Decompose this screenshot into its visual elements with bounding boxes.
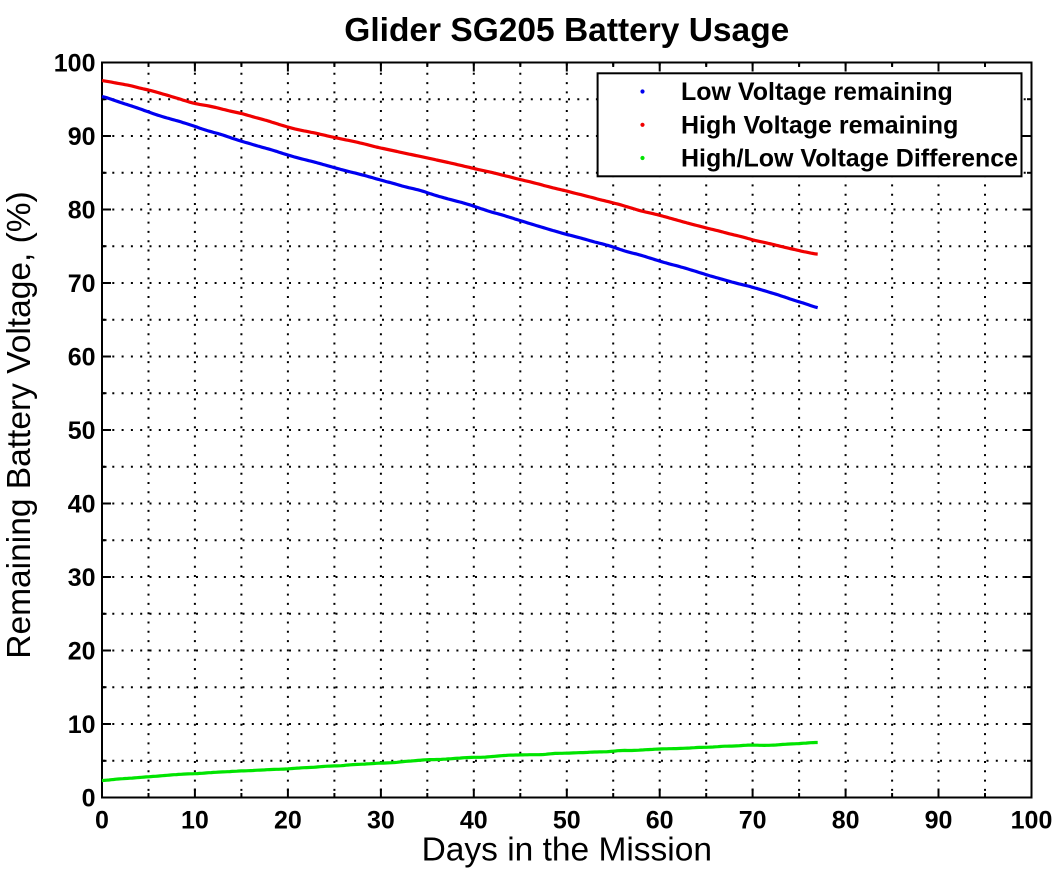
svg-text:20: 20 <box>274 807 302 835</box>
svg-text:60: 60 <box>68 344 96 372</box>
svg-text:Days in the Mission: Days in the Mission <box>422 832 712 869</box>
svg-text:10: 10 <box>181 807 209 835</box>
svg-text:High Voltage remaining: High Voltage remaining <box>681 111 958 139</box>
svg-text:30: 30 <box>367 807 395 835</box>
svg-text:40: 40 <box>460 807 488 835</box>
svg-text:50: 50 <box>68 417 96 445</box>
svg-text:60: 60 <box>646 807 674 835</box>
svg-text:100: 100 <box>54 50 96 78</box>
svg-text:0: 0 <box>82 785 96 813</box>
svg-text:90: 90 <box>925 807 953 835</box>
svg-text:10: 10 <box>68 711 96 739</box>
svg-text:0: 0 <box>95 807 109 835</box>
svg-text:High/Low Voltage Difference: High/Low Voltage Difference <box>681 145 1018 173</box>
svg-text:50: 50 <box>553 807 581 835</box>
svg-text:80: 80 <box>68 197 96 225</box>
svg-text:20: 20 <box>68 638 96 666</box>
svg-text:80: 80 <box>832 807 860 835</box>
svg-text:90: 90 <box>68 123 96 151</box>
svg-text:Low Voltage remaining: Low Voltage remaining <box>681 78 953 106</box>
svg-text:70: 70 <box>739 807 767 835</box>
svg-text:40: 40 <box>68 491 96 519</box>
svg-text:Glider SG205 Battery Usage: Glider SG205 Battery Usage <box>344 12 789 49</box>
svg-text:Remaining Battery Voltage, (%): Remaining Battery Voltage, (%) <box>1 191 38 658</box>
svg-text:100: 100 <box>1011 807 1053 835</box>
svg-text:70: 70 <box>68 270 96 298</box>
svg-text:30: 30 <box>68 564 96 592</box>
